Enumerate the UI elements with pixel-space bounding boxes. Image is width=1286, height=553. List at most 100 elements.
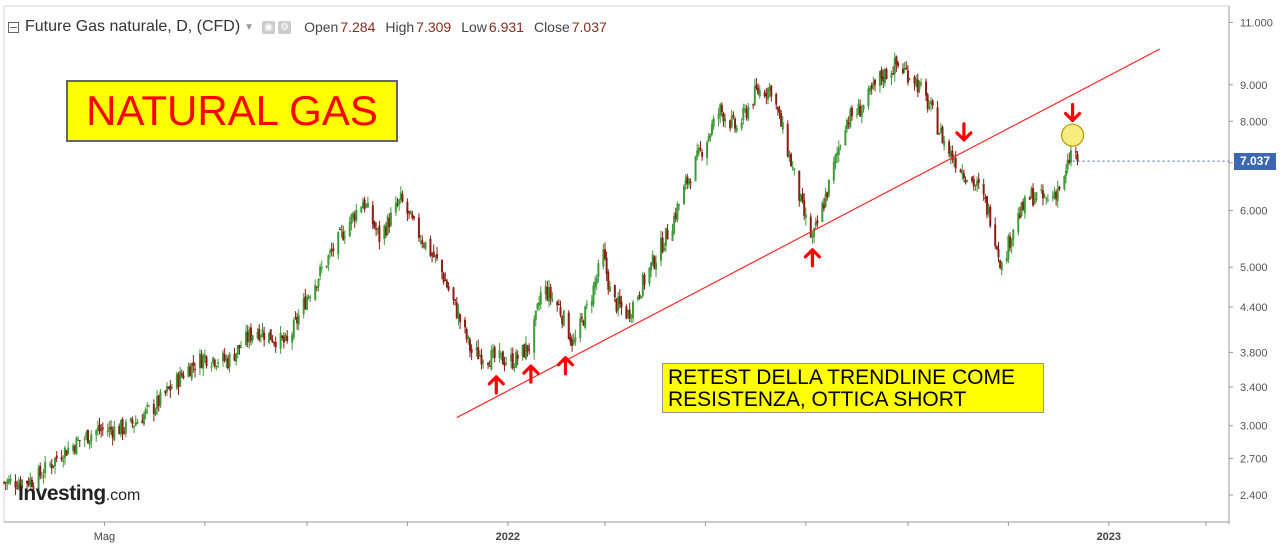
eye-icon[interactable]: ◉ <box>262 20 276 34</box>
candle-body <box>620 301 623 308</box>
candle-body <box>1063 175 1066 189</box>
candle-body <box>83 438 86 440</box>
candle-body <box>240 346 243 348</box>
candle-body <box>1066 159 1069 170</box>
candle-body <box>982 184 985 195</box>
y-tick-label: 11.000 <box>1240 17 1273 29</box>
candle-body <box>459 314 462 322</box>
last-price-tag: 7.037 <box>1234 153 1276 171</box>
candle-body <box>745 108 748 118</box>
candle-body <box>895 56 898 65</box>
candle-body <box>1068 159 1071 163</box>
candle-body <box>533 319 536 353</box>
candle-body <box>720 104 723 112</box>
candle-body <box>1053 192 1056 199</box>
candle-body <box>164 391 167 394</box>
candle-body <box>732 115 735 117</box>
candle-body <box>846 119 849 130</box>
candle-body <box>989 206 992 227</box>
candle-body <box>1064 170 1067 176</box>
candle-body <box>747 106 750 120</box>
candle-body <box>897 62 900 66</box>
candle-body <box>167 386 170 389</box>
candle-body <box>608 286 611 292</box>
candle-body <box>561 316 564 325</box>
candle-body <box>569 336 572 342</box>
candle-body <box>147 405 150 407</box>
candle-body <box>121 419 124 435</box>
candle-body <box>406 201 409 214</box>
candle-body <box>238 344 241 349</box>
candle-body <box>315 286 318 288</box>
candle-body <box>673 215 676 234</box>
candle-body <box>365 204 368 207</box>
candle-body <box>811 236 814 238</box>
candle-body <box>202 355 205 369</box>
candle-body <box>338 228 341 230</box>
candle-body <box>383 225 386 240</box>
candle-body <box>595 277 598 285</box>
candle-body <box>1000 262 1003 271</box>
candle-body <box>78 440 81 442</box>
candle-body <box>987 206 990 214</box>
candle-body <box>971 177 974 182</box>
candle-body <box>37 468 40 490</box>
candle-body <box>480 354 483 365</box>
y-tick-label: 6.000 <box>1240 206 1268 218</box>
chevron-down-icon[interactable]: ▼ <box>244 21 255 33</box>
candle-body <box>625 306 628 319</box>
candle-body <box>60 456 63 460</box>
candle-body <box>766 88 769 100</box>
candle-body <box>855 114 858 116</box>
gear-icon[interactable]: ⚙ <box>278 20 292 34</box>
candle-body <box>966 179 969 182</box>
chart-header: Future Gas naturale, D, (CFD) ▼ ◉ ⚙ Open… <box>8 16 607 38</box>
trendline <box>456 48 1161 419</box>
candle-body <box>809 216 812 238</box>
candle-body <box>329 251 332 254</box>
candle-body <box>1012 229 1015 240</box>
candle-body <box>640 296 643 299</box>
candle-body <box>131 419 134 425</box>
candle-body <box>200 354 203 368</box>
candle-body <box>1074 151 1077 153</box>
candle-body <box>342 231 345 240</box>
candle-body <box>778 109 781 113</box>
candle-body <box>86 430 89 444</box>
candle-body <box>913 77 916 84</box>
candle-body <box>129 417 132 422</box>
collapse-icon[interactable] <box>8 21 19 33</box>
candle-body <box>627 310 630 317</box>
candle-body <box>953 160 956 162</box>
candle-body <box>707 135 710 141</box>
candle-body <box>939 128 942 132</box>
candle-body <box>210 366 213 368</box>
candle-body <box>119 420 122 435</box>
candle-body <box>696 150 699 158</box>
candle-body <box>388 217 391 228</box>
candle-body <box>213 359 216 367</box>
candle-body <box>281 335 284 339</box>
candle-body <box>101 427 104 430</box>
candle-body <box>490 350 493 370</box>
candle-body <box>282 336 285 343</box>
candle-body <box>999 260 1002 269</box>
candle-body <box>296 317 299 324</box>
candle-body <box>770 85 773 97</box>
candle-body <box>883 68 886 84</box>
candle-body <box>631 302 634 319</box>
candle-body <box>752 104 755 106</box>
candle-body <box>870 84 873 89</box>
candle-body <box>332 248 335 252</box>
candle-body <box>304 296 307 310</box>
candle-body <box>684 179 687 186</box>
candle-body <box>885 69 888 79</box>
candle-body <box>256 331 259 338</box>
candle-body <box>136 421 139 424</box>
candle-body <box>523 344 526 358</box>
candle-body <box>363 199 366 210</box>
candle-body <box>556 301 559 306</box>
candle-body <box>50 464 53 469</box>
candle-body <box>920 82 923 85</box>
candle-body <box>1022 201 1025 211</box>
